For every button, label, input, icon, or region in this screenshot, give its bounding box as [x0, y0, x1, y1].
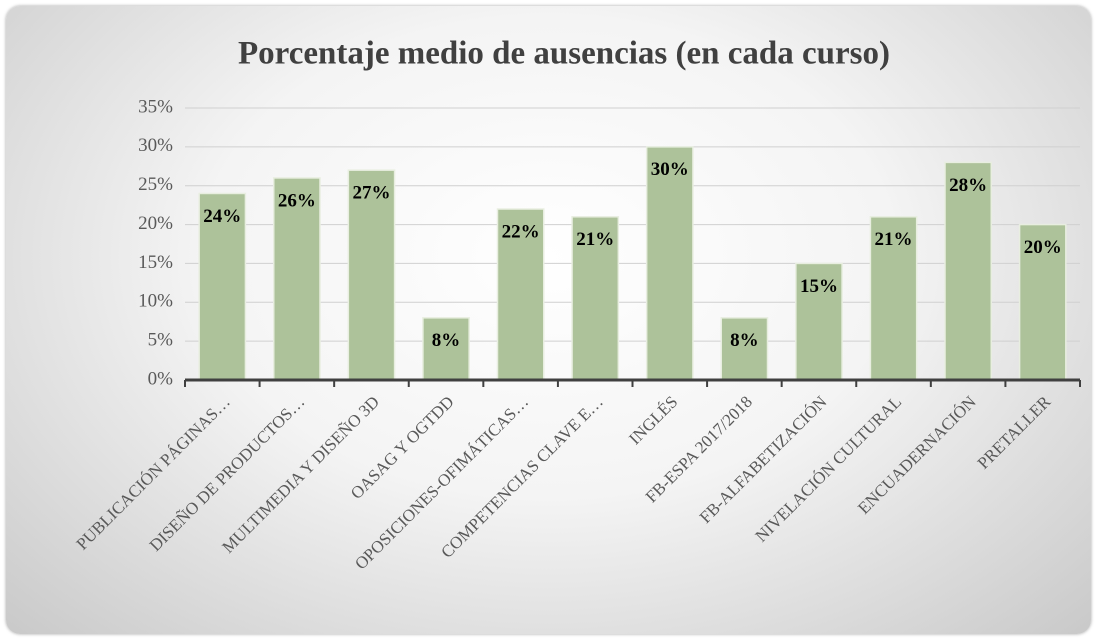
- data-label: 24%: [203, 206, 241, 227]
- x-tick-label: FB-ALFABETIZACIÓN: [696, 392, 831, 527]
- x-tick-label: MULTIMEDIA Y DISEÑO 3D: [218, 392, 383, 557]
- y-tick-label: 15%: [138, 252, 173, 273]
- chart-title: Porcentaje medio de ausencias (en cada c…: [238, 36, 890, 72]
- data-label: 21%: [576, 229, 614, 250]
- data-label: 8%: [730, 330, 759, 351]
- bar: [198, 192, 247, 381]
- data-label: 15%: [800, 276, 838, 297]
- bar: [795, 262, 843, 381]
- y-tick-label: 25%: [138, 174, 173, 195]
- bar: [720, 317, 769, 381]
- data-label: 26%: [278, 190, 316, 211]
- data-label: 30%: [651, 159, 689, 180]
- data-label: 21%: [875, 229, 913, 250]
- x-tick-label: DISEÑO DE PRODUCTOS…: [146, 392, 309, 555]
- chart: Porcentaje medio de ausencias (en cada c…: [73, 36, 1081, 573]
- bar: [347, 169, 396, 381]
- y-tick-label: 10%: [138, 291, 173, 312]
- y-tick-label: 5%: [148, 330, 174, 351]
- y-tick-label: 35%: [138, 96, 173, 117]
- x-tick-label: PRETALLER: [974, 392, 1055, 473]
- bar: [496, 208, 545, 381]
- x-tick-label: COMPETENCIAS CLAVE E…: [437, 392, 606, 561]
- bar: [422, 317, 470, 381]
- data-label: 8%: [432, 330, 461, 351]
- data-label: 22%: [502, 221, 540, 242]
- data-label: 20%: [1024, 237, 1062, 258]
- data-label: 27%: [352, 183, 390, 204]
- y-tick-label: 20%: [138, 213, 173, 234]
- y-tick-label: 0%: [148, 368, 174, 389]
- bar: [571, 216, 620, 381]
- bar: [1018, 223, 1067, 381]
- chart-frame: Porcentaje medio de ausencias (en cada c…: [6, 6, 1091, 634]
- y-tick-label: 30%: [138, 135, 173, 156]
- x-tick-label: INGLÉS: [625, 392, 681, 448]
- data-label: 28%: [949, 175, 987, 196]
- bar: [869, 216, 918, 381]
- bar: [645, 146, 694, 381]
- x-tick-label: NIVELACIÓN CULTURAL: [752, 392, 906, 546]
- x-tick-label: PUBLICACIÓN PÁGINAS…: [73, 392, 234, 553]
